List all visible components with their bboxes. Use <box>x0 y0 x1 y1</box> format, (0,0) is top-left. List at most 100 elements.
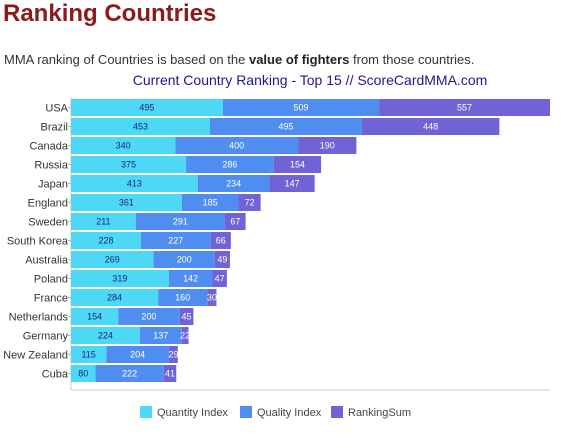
data-label-quantity-index-sweden: 211 <box>96 217 110 227</box>
data-label-quantity-index-japan: 413 <box>127 179 142 189</box>
data-label-quality-index-brazil: 495 <box>278 122 293 132</box>
page-title: Ranking Countries <box>3 0 217 27</box>
bar-rankingsum-england <box>238 194 261 211</box>
bar-quality-index-canada <box>175 137 299 154</box>
data-label-rankingsum-usa: 557 <box>457 103 472 113</box>
y-tick-label-australia: Australia <box>25 255 69 267</box>
data-label-rankingsum-england: 72 <box>245 198 255 208</box>
bar-rankingsum-canada <box>298 137 357 154</box>
data-label-rankingsum-south-korea: 66 <box>216 236 226 246</box>
intro-text-end: from those countries. <box>349 52 475 67</box>
y-tick-label-russia: Russia <box>34 160 69 172</box>
legend-label-quality-index: Quality Index <box>257 407 322 419</box>
bar-rankingsum-brazil <box>361 118 500 135</box>
bar-quantity-index-germany <box>71 327 140 344</box>
legend-label-quantity-index: Quantity Index <box>157 407 228 419</box>
bar-quantity-index-brazil <box>71 118 211 135</box>
y-tick-label-germany: Germany <box>23 331 69 343</box>
data-label-rankingsum-australia: 49 <box>217 255 227 265</box>
legend-swatch-quality-index <box>240 406 252 418</box>
bar-quality-index-new-zealand <box>106 346 169 363</box>
bar-rankingsum-france <box>207 289 217 306</box>
data-label-rankingsum-new-zealand: 29 <box>168 350 178 360</box>
data-label-quality-index-germany: 137 <box>153 331 168 341</box>
bar-quality-index-south-korea <box>140 232 211 249</box>
bar-rankingsum-poland <box>212 270 227 287</box>
chart-legend: Quantity Index Quality Index RankingSum <box>140 406 411 419</box>
data-label-rankingsum-cuba: 41 <box>165 369 175 379</box>
data-label-rankingsum-poland: 47 <box>215 274 225 284</box>
data-label-quality-index-russia: 286 <box>222 160 237 170</box>
bar-quality-index-russia <box>186 156 274 173</box>
bar-quantity-index-russia <box>71 156 187 173</box>
data-label-quality-index-south-korea: 227 <box>168 236 183 246</box>
y-tick-label-netherlands: Netherlands <box>9 312 69 324</box>
bar-rankingsum-cuba <box>163 365 177 382</box>
data-label-quantity-index-england: 361 <box>119 198 134 208</box>
bar-rankingsum-germany <box>181 327 189 344</box>
data-label-rankingsum-sweden: 67 <box>230 217 240 227</box>
bar-quality-index-australia <box>153 251 215 268</box>
y-tick-label-cuba: Cuba <box>42 369 69 381</box>
bar-quality-index-england <box>181 194 239 211</box>
data-label-quantity-index-south-korea: 228 <box>98 236 113 246</box>
data-label-quantity-index-netherlands: 154 <box>87 312 102 322</box>
data-label-rankingsum-netherlands: 45 <box>182 312 192 322</box>
bar-rankingsum-russia <box>273 156 322 173</box>
data-label-quantity-index-new-zealand: 115 <box>81 350 95 360</box>
data-label-quality-index-sweden: 291 <box>173 217 188 227</box>
bar-rankingsum-usa <box>379 99 550 116</box>
bar-rankingsum-south-korea <box>210 232 231 249</box>
bar-quantity-index-canada <box>71 137 176 154</box>
bar-quantity-index-sweden <box>71 213 136 230</box>
intro-text-bold: value of fighters <box>248 52 350 67</box>
bar-quantity-index-new-zealand <box>71 346 107 363</box>
bar-quality-index-cuba <box>95 365 164 382</box>
data-label-rankingsum-canada: 190 <box>320 141 335 151</box>
bar-rankingsum-new-zealand <box>168 346 178 363</box>
bar-quality-index-japan <box>197 175 270 192</box>
bar-quantity-index-usa <box>71 99 223 116</box>
y-tick-label-canada: Canada <box>29 141 68 153</box>
bar-rankingsum-netherlands <box>179 308 194 325</box>
data-label-quantity-index-brazil: 453 <box>133 122 148 132</box>
data-label-rankingsum-japan: 147 <box>285 179 300 189</box>
y-tick-label-france: France <box>34 293 68 305</box>
data-label-quality-index-new-zealand: 204 <box>130 350 145 360</box>
y-tick-label-usa: USA <box>45 103 68 115</box>
y-tick-label-poland: Poland <box>34 274 68 286</box>
data-label-quality-index-japan: 234 <box>226 179 241 189</box>
data-label-quantity-index-russia: 375 <box>121 160 136 170</box>
data-label-rankingsum-brazil: 448 <box>423 122 438 132</box>
y-tick-label-new-zealand: New Zealand <box>3 350 68 362</box>
y-tick-label-sweden: Sweden <box>28 217 68 229</box>
data-label-quality-index-canada: 400 <box>229 141 244 151</box>
chart-axes: USA Brazil Canada Russia Japan England Sweden S… <box>3 97 550 391</box>
data-label-quantity-index-canada: 340 <box>116 141 131 151</box>
bar-quality-index-brazil <box>210 118 362 135</box>
bar-quantity-index-netherlands <box>71 308 119 325</box>
bar-quality-index-poland <box>168 270 213 287</box>
intro-text-start: MMA ranking of Countries is based on the <box>4 52 249 67</box>
data-label-rankingsum-russia: 154 <box>290 160 305 170</box>
bar-quality-index-usa <box>222 99 380 116</box>
data-label-quantity-index-germany: 224 <box>98 331 113 341</box>
data-label-quality-index-england: 185 <box>203 198 218 208</box>
bar-quantity-index-south-korea <box>71 232 141 249</box>
data-label-quality-index-usa: 509 <box>293 103 308 113</box>
chart-title: Current Country Ranking - Top 15 // Scor… <box>133 72 488 88</box>
bar-rankingsum-japan <box>269 175 315 192</box>
bar-quality-index-sweden <box>135 213 226 230</box>
y-tick-label-south-korea: South Korea <box>7 236 69 248</box>
legend-label-rankingsum: RankingSum <box>348 407 411 419</box>
bar-quantity-index-cuba <box>71 365 96 382</box>
data-label-quality-index-netherlands: 200 <box>141 312 156 322</box>
legend-swatch-quantity-index <box>140 406 152 418</box>
legend-swatch-rankingsum <box>331 406 343 418</box>
data-label-quantity-index-usa: 495 <box>139 103 154 113</box>
bar-rankingsum-sweden <box>225 213 246 230</box>
data-label-quality-index-poland: 142 <box>183 274 198 284</box>
intro-text: MMA ranking of Countries is based on the… <box>4 52 474 67</box>
